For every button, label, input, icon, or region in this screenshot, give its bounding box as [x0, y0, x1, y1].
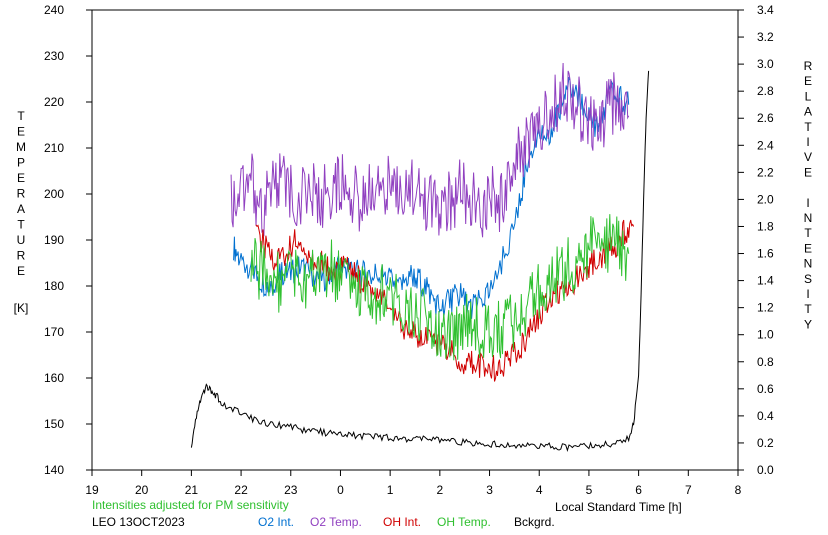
series-line-oh-temp [250, 214, 630, 361]
x-tick-label: 2 [437, 483, 444, 497]
y-right-label-letter: T [804, 120, 812, 134]
y-left-tick-label: 200 [44, 187, 64, 201]
series-line-bckgrd [190, 70, 650, 452]
y-left-tick-label: 170 [44, 325, 64, 339]
y-right-label-letter: N [804, 257, 813, 271]
legend-item-oh-int: OH Int. [383, 515, 422, 529]
x-tick-label: 5 [586, 483, 593, 497]
y-right-label-letter: L [805, 89, 812, 103]
y-axis-right: 0.0 0.2 0.4 0.6 0.8 1.0 1.2 1.4 1.6 1.8 2.0 2.2 2.4 2… [738, 3, 774, 477]
y-right-tick-label: 3.0 [757, 57, 774, 71]
x-tick-label: 0 [337, 483, 344, 497]
y-right-tick-label: 2.8 [757, 84, 774, 98]
y-right-label-letter: E [804, 241, 812, 255]
y-right-tick-label: 2.6 [757, 111, 774, 125]
legend-item-o2-temp: O2 Temp. [310, 515, 362, 529]
y-axis-left: 140 150 160 170 180 190 200 210 220 230 240 [44, 3, 92, 477]
station-date-label: LEO 13OCT2023 [92, 515, 185, 529]
y-right-tick-label: 3.2 [757, 30, 774, 44]
legend-item-o2-int: O2 Int. [258, 515, 295, 529]
series-line-oh-int [255, 219, 635, 382]
y-left-tick-label: 190 [44, 233, 64, 247]
x-tick-label: 23 [284, 483, 298, 497]
y-left-label-letter: E [17, 171, 25, 185]
y-left-label-letter: E [17, 125, 25, 139]
y-right-tick-label: 2.2 [757, 165, 774, 179]
y-right-tick-label: 0.2 [757, 436, 774, 450]
y-left-label-letter: P [17, 156, 25, 170]
y-right-tick-label: 0.0 [757, 463, 774, 477]
y-right-label-letter: N [804, 211, 813, 225]
y-right-label-letter: I [806, 135, 809, 149]
y-left-label-letter: R [17, 187, 26, 201]
y-left-tick-label: 140 [44, 463, 64, 477]
y-left-tick-label: 230 [44, 49, 64, 63]
y-right-label-letter: R [804, 59, 813, 73]
legend-item-bckgrd: Bckgrd. [514, 515, 555, 529]
y-right-label-letter: Y [804, 317, 812, 331]
y-right-tick-label: 2.4 [757, 138, 774, 152]
x-axis: 19 20 21 22 23 0 1 2 3 4 5 6 7 8 [85, 470, 742, 497]
y-left-label-letter: E [17, 264, 25, 278]
legend-item-oh-temp: OH Temp. [437, 515, 491, 529]
plot-frame [91, 9, 739, 471]
y-right-tick-label: 1.4 [757, 274, 774, 288]
y-right-tick-label: 1.8 [757, 219, 774, 233]
x-tick-label: 22 [234, 483, 248, 497]
x-tick-label: 1 [387, 483, 394, 497]
y-left-label-letter: T [17, 109, 25, 123]
y-left-label-letter: A [17, 202, 25, 216]
y-left-tick-label: 210 [44, 141, 64, 155]
y-right-tick-label: 0.6 [757, 382, 774, 396]
y-left-tick-label: 240 [44, 3, 64, 17]
y-right-label-letter: T [804, 226, 812, 240]
y-left-tick-label: 160 [44, 371, 64, 385]
x-tick-label: 7 [685, 483, 692, 497]
y-right-label-letter: I [806, 287, 809, 301]
x-axis-label: Local Standard Time [h] [555, 500, 682, 514]
x-tick-label: 8 [735, 483, 742, 497]
y-right-label-letter: A [804, 105, 812, 119]
series-line-o2-temp [230, 62, 630, 238]
y-right-label-letter: T [804, 302, 812, 316]
y-left-unit: [K] [14, 301, 29, 315]
x-tick-label: 20 [135, 483, 149, 497]
x-tick-label: 4 [536, 483, 543, 497]
x-tick-label: 3 [486, 483, 493, 497]
y-left-label-letter: T [17, 218, 25, 232]
y-left-tick-label: 180 [44, 279, 64, 293]
y-right-label-letter: E [804, 74, 812, 88]
y-left-tick-label: 220 [44, 95, 64, 109]
series-layer [190, 62, 650, 452]
y-left-label-letter: R [17, 249, 26, 263]
y-right-label-letter: E [804, 165, 812, 179]
y-right-tick-label: 1.0 [757, 328, 774, 342]
y-right-tick-label: 1.2 [757, 301, 774, 315]
y-left-tick-label: 150 [44, 417, 64, 431]
y-right-label-letter: S [804, 272, 812, 286]
x-tick-label: 6 [635, 483, 642, 497]
y-right-tick-label: 2.0 [757, 192, 774, 206]
y-left-label-letter: U [17, 233, 26, 247]
y-left-label-letter: M [16, 140, 26, 154]
y-right-tick-label: 1.6 [757, 247, 774, 261]
y-right-label-letter: I [806, 196, 809, 210]
x-tick-label: 21 [185, 483, 199, 497]
y-right-label-letter: V [804, 150, 812, 164]
x-tick-label: 19 [85, 483, 99, 497]
adjustment-note: Intensities adjusted for PM sensitivity [92, 498, 289, 512]
y-right-tick-label: 0.4 [757, 409, 774, 423]
y-right-tick-label: 0.8 [757, 355, 774, 369]
y-right-tick-label: 3.4 [757, 3, 774, 17]
